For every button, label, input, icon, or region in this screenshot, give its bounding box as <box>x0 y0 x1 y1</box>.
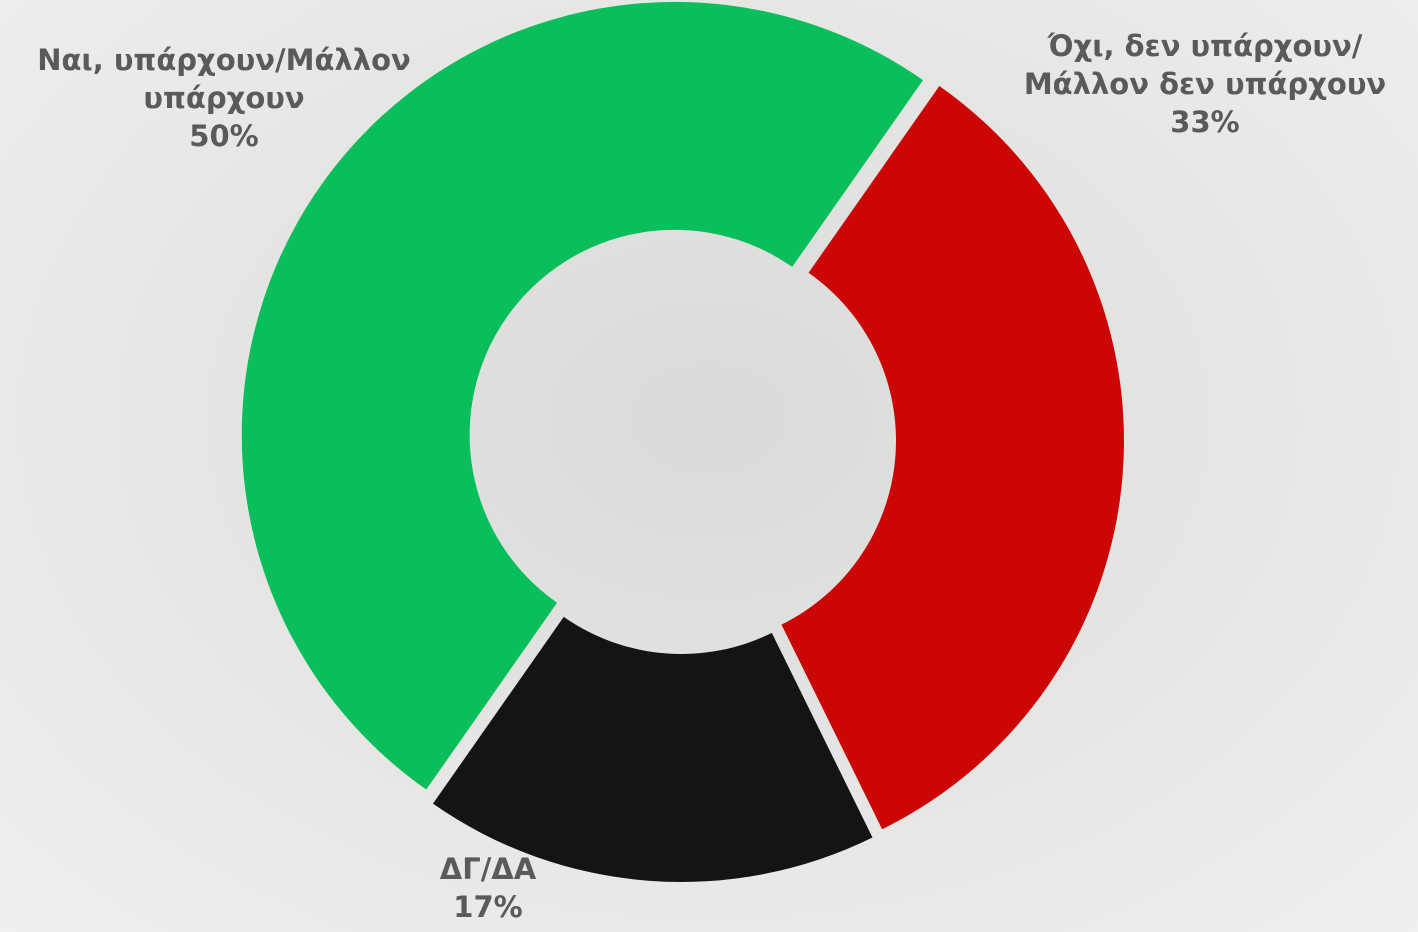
category-label: Ναι, υπάρχουν/Μάλλον υπάρχουν <box>4 41 444 117</box>
chart: Ναι, υπάρχουν/Μάλλον υπάρχουν50% Όχι, δεν… <box>0 0 1418 932</box>
value-label: 50% <box>4 117 444 155</box>
category-label: ΔΓ/ΔΑ <box>388 850 588 888</box>
value-label: 17% <box>388 888 588 926</box>
value-label: 33% <box>995 103 1415 141</box>
category-label: Όχι, δεν υπάρχουν/Μάλλον δεν υπάρχουν <box>995 27 1415 103</box>
